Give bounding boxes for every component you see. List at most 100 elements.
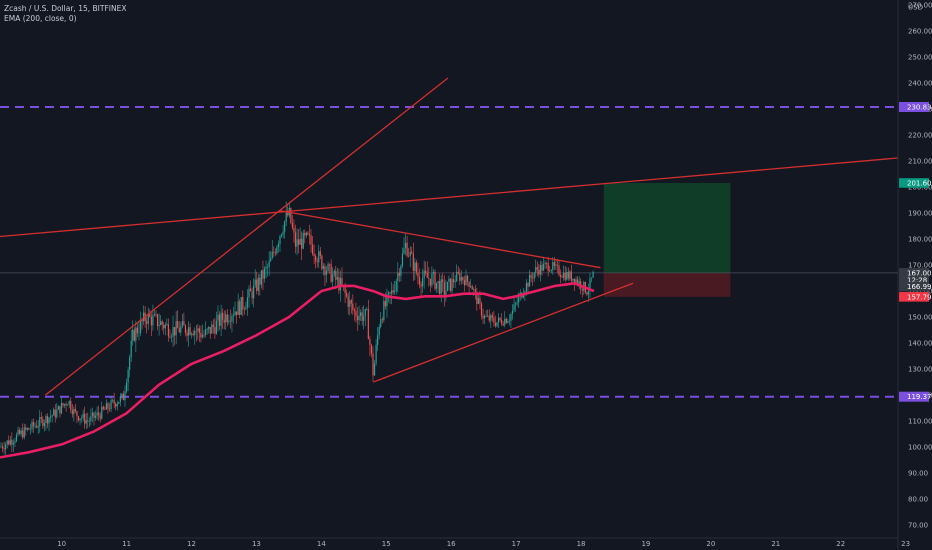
candle-body-188 [291, 222, 293, 228]
candle-body-135 [209, 326, 211, 334]
candle-body-231 [358, 315, 360, 321]
candle-body-254 [394, 290, 396, 293]
candle-body-22 [34, 425, 36, 427]
candle-body-87 [135, 327, 137, 341]
candle-body-346 [536, 267, 538, 270]
candle-body-320 [496, 322, 498, 326]
candle-body-270 [418, 277, 421, 285]
candle-body-177 [274, 252, 276, 254]
candle-body-323 [501, 319, 503, 324]
candle-body-96 [149, 313, 151, 317]
rising-resistance-line[interactable] [0, 153, 932, 238]
candle-body-291 [451, 279, 453, 291]
candle-body-261 [404, 242, 407, 249]
candle-body-109 [169, 336, 171, 338]
indicator-title[interactable]: EMA (200, close, 0) [4, 14, 77, 23]
candle-body-207 [321, 255, 323, 269]
candle-body-147 [228, 320, 230, 322]
candle-body-64 [99, 415, 101, 419]
candle-body-250 [387, 292, 390, 295]
candle-body-65 [101, 406, 103, 419]
candle-body-54 [84, 413, 86, 424]
candle-body-145 [225, 314, 227, 323]
candle-body-345 [535, 267, 537, 273]
level-tag-0: 230.83 [907, 104, 932, 112]
candle-body-215 [333, 270, 335, 275]
candle-body-257 [398, 272, 400, 276]
candle-body-68 [105, 403, 107, 410]
candle-body-361 [559, 274, 562, 277]
candle-body-204 [316, 261, 318, 263]
candle-body-381 [590, 277, 593, 279]
candle-body-297 [460, 277, 462, 281]
candle-body-112 [174, 327, 176, 336]
candle-body-113 [175, 321, 177, 336]
candle-body-35 [54, 409, 56, 418]
candle-body-285 [442, 279, 444, 283]
candle-body-41 [63, 404, 66, 406]
candle-body-122 [189, 327, 191, 335]
candle-body-313 [485, 315, 487, 317]
candle-body-151 [234, 311, 236, 316]
candle-body-107 [166, 324, 168, 325]
candle-body-202 [313, 253, 315, 257]
candle-body-184 [285, 212, 287, 222]
candle-body-73 [113, 399, 115, 404]
candle-body-236 [366, 309, 368, 310]
triangle-support-line[interactable] [373, 282, 634, 383]
candle-body-169 [262, 270, 264, 279]
ema-line[interactable] [0, 282, 595, 459]
candle-body-19 [29, 429, 32, 430]
candle-body-31 [48, 417, 50, 424]
candle-body-198 [307, 232, 309, 235]
candle-body-365 [566, 271, 568, 280]
price-tag-bg-0 [899, 178, 929, 188]
candle-body-230 [356, 316, 359, 321]
candle-body-29 [45, 416, 47, 423]
candle-body-307 [476, 291, 478, 304]
level-tag-bg-1 [899, 391, 929, 402]
candle-body-34 [53, 409, 55, 416]
candle-body-63 [98, 412, 100, 416]
ascending-channel-line[interactable] [45, 77, 449, 396]
candle-body-279 [432, 271, 435, 274]
candle-body-163 [253, 285, 255, 299]
candle-body-278 [431, 273, 433, 286]
candle-body-70 [108, 408, 111, 410]
candle-body-110 [170, 336, 173, 338]
candle-body-205 [318, 251, 320, 263]
candle-body-98 [152, 315, 154, 326]
candle-body-136 [211, 324, 213, 334]
descending-triangle-upper[interactable] [279, 209, 601, 269]
candle-body-71 [110, 400, 112, 410]
candle-body-339 [525, 283, 528, 292]
candle-body-164 [254, 279, 256, 286]
candle-body-315 [488, 315, 490, 321]
candle-body-248 [384, 301, 386, 307]
candle-body-111 [172, 327, 174, 337]
candle-body-296 [459, 273, 461, 281]
candle-body-292 [453, 279, 455, 283]
price-tick-12: 150.00 [908, 314, 932, 322]
candle-body-334 [518, 296, 520, 303]
candle-body-128 [198, 328, 200, 333]
candle-body-97 [150, 316, 152, 326]
candle-body-132 [205, 329, 207, 336]
candle-body-196 [304, 232, 306, 236]
candle-body-47 [73, 408, 75, 415]
candle-body-190 [294, 232, 297, 247]
candle-body-37 [57, 406, 59, 410]
candle-body-49 [76, 411, 78, 417]
candle-body-359 [556, 264, 559, 266]
candle-body-222 [344, 286, 346, 294]
candle-body-252 [391, 290, 393, 294]
candle-body-327 [507, 321, 509, 323]
candle-body-79 [122, 393, 125, 401]
candle-body-166 [257, 277, 259, 291]
candle-body-116 [180, 326, 182, 333]
symbol-title[interactable]: Zcash / U.S. Dollar, 15, BITFINEX [4, 4, 127, 13]
candle-body-46 [71, 409, 73, 415]
candle-body-4 [6, 440, 8, 445]
candle-body-85 [132, 329, 134, 341]
